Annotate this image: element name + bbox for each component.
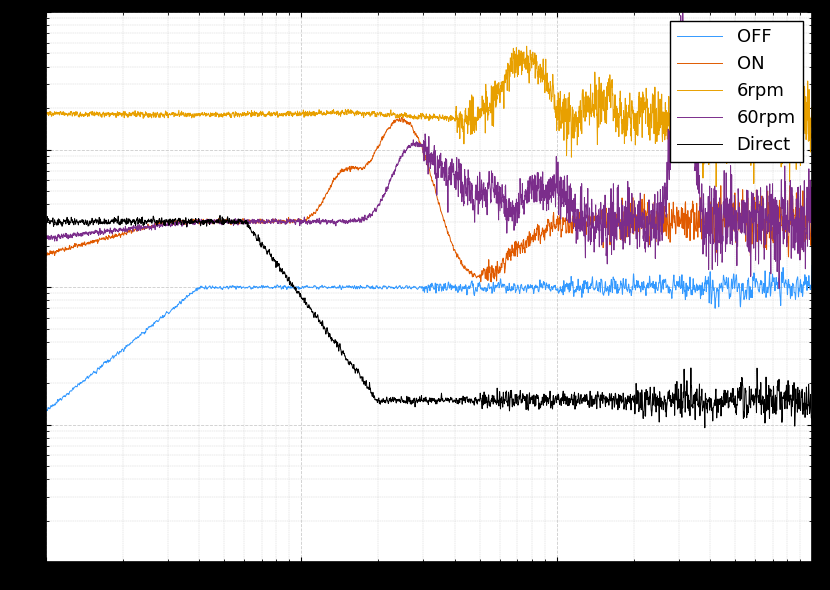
ON: [41, 250, 51, 257]
Line: Direct: Direct: [46, 215, 812, 428]
6rpm: [528, 49, 538, 56]
OFF: [41, 407, 51, 414]
ON: [650, 226, 660, 233]
ON: [495, 263, 505, 270]
ON: [528, 232, 538, 239]
Line: OFF: OFF: [46, 266, 812, 411]
ON: [397, 113, 407, 120]
OFF: [41, 407, 51, 414]
ON: [79, 241, 89, 248]
60rpm: [807, 193, 817, 200]
Direct: [528, 396, 538, 404]
Direct: [609, 398, 619, 405]
ON: [318, 195, 328, 202]
ON: [609, 228, 619, 235]
60rpm: [650, 193, 660, 200]
6rpm: [807, 123, 817, 130]
OFF: [528, 285, 538, 292]
Legend: OFF, ON, 6rpm, 60rpm, Direct: OFF, ON, 6rpm, 60rpm, Direct: [670, 21, 803, 162]
6rpm: [609, 110, 619, 117]
Direct: [650, 398, 660, 405]
OFF: [609, 276, 619, 283]
60rpm: [528, 186, 538, 193]
6rpm: [711, 183, 721, 190]
OFF: [650, 285, 660, 292]
ON: [486, 278, 496, 286]
Direct: [807, 423, 817, 430]
60rpm: [678, 9, 688, 17]
Direct: [79, 220, 89, 227]
Direct: [41, 222, 51, 229]
Line: 6rpm: 6rpm: [46, 46, 812, 186]
60rpm: [79, 230, 89, 237]
OFF: [318, 284, 328, 291]
6rpm: [494, 92, 504, 99]
60rpm: [609, 245, 619, 253]
Direct: [495, 394, 505, 401]
6rpm: [522, 42, 532, 50]
6rpm: [650, 84, 660, 91]
6rpm: [318, 111, 328, 118]
OFF: [807, 262, 817, 269]
60rpm: [41, 236, 51, 243]
60rpm: [494, 188, 504, 195]
Line: ON: ON: [46, 117, 812, 282]
60rpm: [774, 285, 784, 292]
Direct: [215, 212, 225, 219]
6rpm: [41, 110, 51, 117]
Line: 60rpm: 60rpm: [46, 13, 812, 289]
6rpm: [79, 113, 89, 120]
ON: [807, 242, 817, 249]
OFF: [80, 377, 90, 384]
Direct: [700, 424, 710, 431]
60rpm: [318, 217, 328, 224]
Direct: [318, 325, 328, 332]
OFF: [495, 284, 505, 291]
